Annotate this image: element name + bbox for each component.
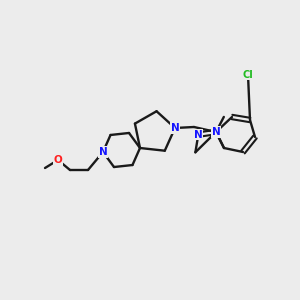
Text: N: N [99,147,107,157]
Text: O: O [54,155,62,165]
Text: N: N [171,123,179,133]
Text: N: N [194,130,203,140]
Text: Cl: Cl [243,70,254,80]
Text: N: N [212,127,220,137]
